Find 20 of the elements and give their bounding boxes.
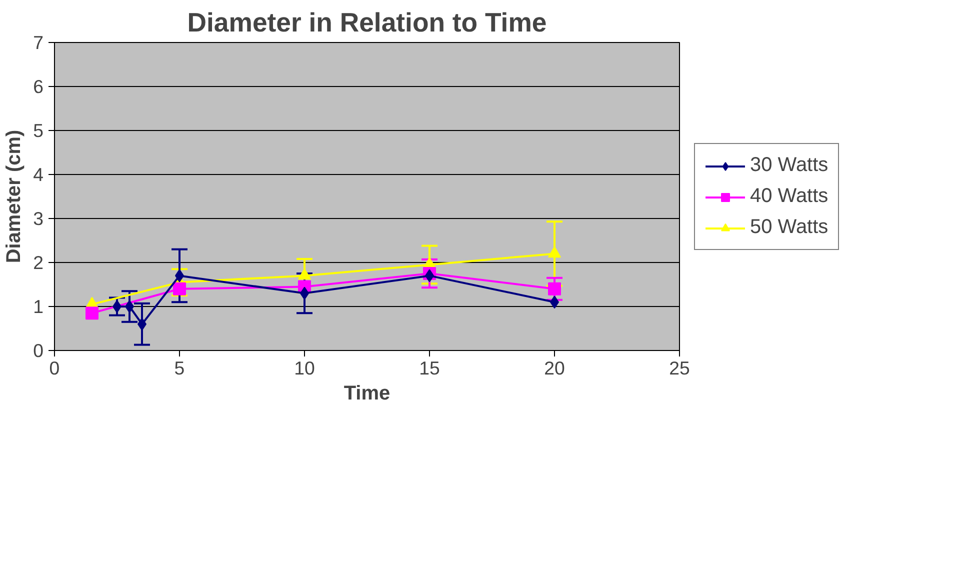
- x-axis-title: Time: [344, 382, 390, 404]
- chart-title: Diameter in Relation to Time: [187, 8, 547, 38]
- y-tick-label: 3: [33, 208, 44, 229]
- y-axis-title: Diameter (cm): [3, 130, 26, 264]
- y-tick-label: 7: [33, 32, 44, 53]
- x-tick-label: 25: [669, 358, 690, 378]
- legend-label: 50 Watts: [750, 216, 828, 239]
- y-tick-label: 0: [33, 340, 44, 361]
- y-tick-label: 6: [33, 76, 44, 97]
- legend-label: 30 Watts: [750, 154, 828, 177]
- x-tick-label: 0: [49, 358, 60, 378]
- y-tick-label: 5: [33, 120, 44, 141]
- y-tick-label: 1: [33, 296, 44, 317]
- x-tick-label: 20: [544, 358, 565, 378]
- legend-label: 40 Watts: [750, 185, 828, 208]
- x-tick-label: 5: [174, 358, 185, 378]
- y-tick-label: 2: [33, 252, 44, 273]
- y-tick-label: 4: [33, 164, 44, 185]
- x-tick-label: 15: [419, 358, 440, 378]
- x-tick-label: 10: [294, 358, 315, 378]
